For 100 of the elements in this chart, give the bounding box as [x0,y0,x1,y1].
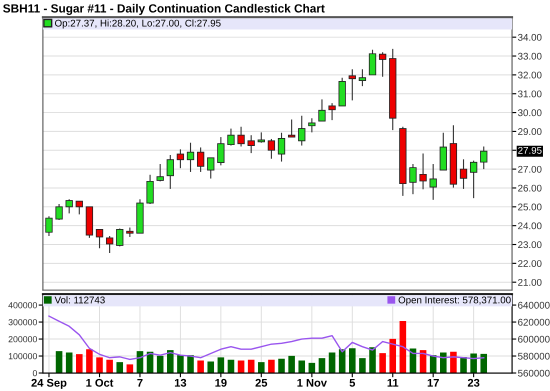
bar [207,361,214,374]
bar [248,360,254,374]
y2-tick-label: 620000 [518,318,550,326]
candlestick [207,157,214,180]
candlestick [146,174,154,205]
bar [106,360,113,374]
candlestick [116,228,124,247]
bar [56,351,62,374]
bar [389,338,396,374]
candlestick [268,138,276,160]
candlestick [328,102,336,121]
y-tick-label: 29.00 [518,128,542,136]
line-series [48,315,484,360]
y-tick-label: 23.00 [518,241,542,248]
bar [66,352,72,374]
bar [238,360,244,374]
bar [218,357,224,374]
candlestick [430,163,437,200]
bar [420,350,426,374]
bar [430,355,436,374]
bar [177,355,184,374]
bar [288,356,295,374]
candlestick [288,118,296,138]
candlestick [278,132,286,162]
y-tick-label: 300000 [8,319,38,326]
y-tick-label: 21.00 [518,278,542,286]
x-tick-label: 11 [388,378,398,387]
bar [228,360,234,374]
candlestick [460,158,468,190]
bar [126,364,134,374]
bar [258,362,265,374]
candlestick [348,68,356,101]
bar [187,355,194,374]
candlestick [368,49,376,76]
x-tick-label: 23 [468,378,480,387]
bar [298,360,306,374]
candlestick [186,142,194,172]
bar [400,321,406,374]
candlestick [227,128,235,146]
candlestick [156,163,164,182]
candlestick [96,228,104,249]
chart-title: SBH11 - Sugar #11 - Daily Continuation Candlestick Chart [3,4,325,15]
bar [338,349,346,374]
bar [278,358,285,374]
candlestick [217,136,225,166]
y2-tick-label: 640000 [518,302,550,309]
x-tick-label: 1 Oct [86,378,114,387]
y-tick-label: 26.00 [518,184,542,192]
candlestick [409,163,417,195]
y-tick-label: 0 [32,370,38,376]
bar [359,358,366,374]
y2-tick-label: 580000 [518,352,550,360]
y2-tick-label: 560000 [518,370,550,377]
x-tick-label: 13 [174,378,186,387]
bar [308,362,316,374]
y-tick-label: 25.00 [518,204,542,210]
candlestick [419,152,427,190]
candlestick [378,52,386,78]
y-tick-label: 30.00 [518,109,542,116]
y-tick-label: 33.00 [518,52,542,60]
x-tick-label: 24 Sep [31,378,66,389]
legend-label: Op:27.37, Hi:28.20, Lo:27.00, Cl:27.95 [55,19,221,29]
bar [76,354,83,374]
y-tick-label: 100000 [8,353,38,360]
x-tick-label: 7 [137,378,143,387]
bar [349,348,356,374]
candlestick [106,235,114,254]
x-tick-label: 17 [428,378,439,387]
bar [96,357,103,374]
bar [318,358,326,374]
candlestick [308,118,316,133]
y-tick-label: 400000 [8,302,38,308]
candlestick [480,146,488,170]
candlestick [237,126,245,148]
x-tick-label: 1 Nov [297,378,327,387]
bar [268,360,275,374]
bar [460,357,467,374]
bar [136,351,144,374]
candlestick [298,115,306,146]
x-tick-label: 25 [256,378,268,387]
candlestick [196,146,204,172]
candlestick [258,132,265,144]
y2-tick-label: 600000 [518,336,550,343]
candlestick [126,226,134,238]
y-tick-label: 32.00 [518,72,542,78]
bar [156,356,164,374]
candlestick [470,160,478,199]
bar [440,352,447,374]
y-tick-label: 24.00 [518,222,542,230]
bar [116,362,124,374]
text: 27.95 [518,146,542,154]
candlestick [45,216,53,237]
y-tick-label: 200000 [8,336,38,342]
bar [328,352,336,374]
y-tick-label: 22.00 [518,260,542,267]
y-tick-label: 27.00 [518,166,542,173]
candlestick [76,200,83,215]
candlestick [358,68,366,87]
candlestick [55,203,63,221]
legend-label: Open Interest: 578,371.00 [398,296,511,306]
